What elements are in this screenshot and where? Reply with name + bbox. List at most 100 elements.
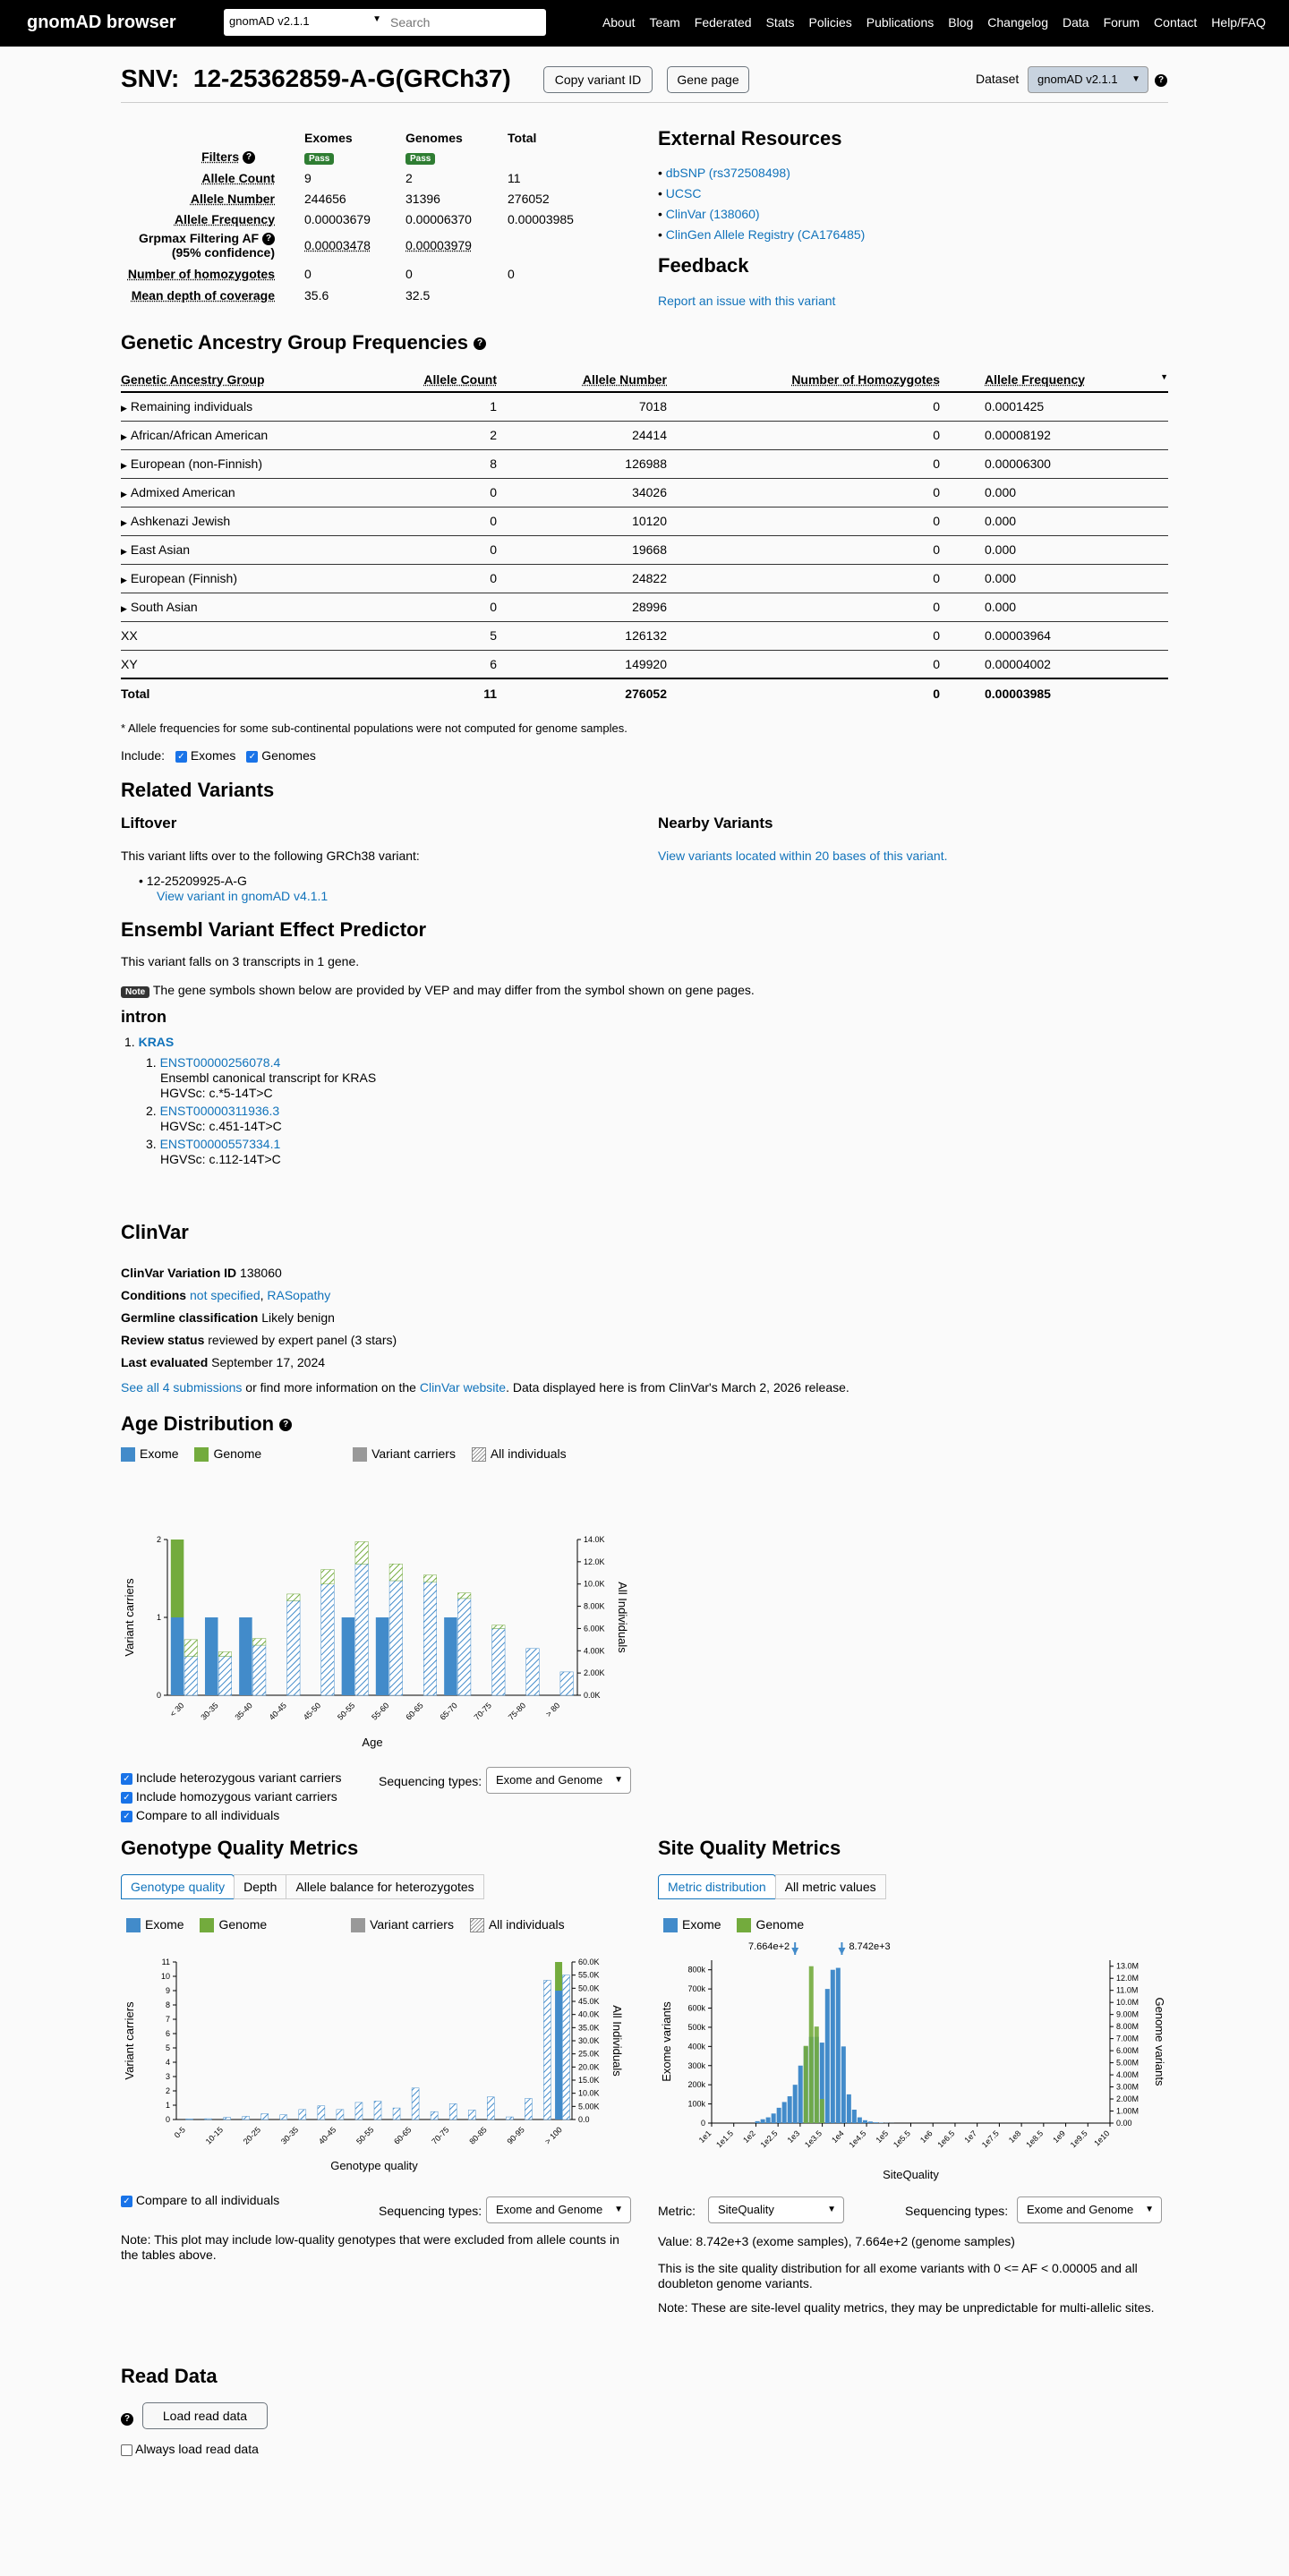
help-icon[interactable]: ? (243, 151, 255, 165)
expand-icon[interactable]: ▶ (121, 461, 127, 470)
cell-value: 0.000 (985, 514, 1017, 528)
include-genomes-checkbox[interactable]: ✓ (246, 750, 259, 763)
x-tick-label: 75-80 (507, 1701, 527, 1721)
tab-allele-balance[interactable]: Allele balance for heterozygotes (286, 1874, 484, 1899)
expand-icon[interactable]: ▶ (121, 547, 127, 556)
site-logo[interactable]: gnomAD browser (27, 13, 176, 32)
header-group[interactable]: Genetic Ancestry Group (121, 367, 354, 393)
gene-page-button[interactable]: Gene page (667, 66, 749, 93)
y-tick-label: 700k (687, 1984, 705, 1993)
nav-contact[interactable]: Contact (1154, 15, 1198, 30)
include-exomes-checkbox[interactable]: ✓ (175, 750, 187, 763)
expand-icon[interactable]: ▶ (121, 518, 127, 527)
help-icon[interactable]: ? (474, 337, 487, 351)
compare-all-checkbox[interactable]: ✓ (121, 1810, 132, 1822)
ucsc-link[interactable]: UCSC (665, 186, 702, 200)
exome-all-individuals-bar (543, 1980, 551, 2120)
transcript-link[interactable]: ENST00000311936.3 (159, 1104, 280, 1118)
nav-publications[interactable]: Publications (866, 15, 935, 30)
always-load: Always load read data (121, 2442, 259, 2456)
expand-icon[interactable]: ▶ (121, 404, 127, 414)
table-row[interactable]: ▶ Ashkenazi Jewish 0 10120 0 0.000 (121, 507, 1168, 536)
help-icon[interactable]: ? (1155, 73, 1167, 88)
x-axis-label: SiteQuality (883, 2168, 939, 2181)
tab-all-metric-values[interactable]: All metric values (774, 1874, 886, 1899)
include-hom-checkbox[interactable]: ✓ (121, 1791, 132, 1804)
x-tick-label: 80-85 (467, 2125, 488, 2145)
y2-tick-label: 20.0K (578, 2062, 600, 2071)
table-row[interactable]: ▶ Admixed American 0 34026 0 0.000 (121, 478, 1168, 508)
clinvar-link[interactable]: ClinVar (138060) (665, 207, 760, 221)
always-load-checkbox[interactable] (121, 2444, 132, 2456)
condition-link[interactable]: RASopathy (267, 1288, 331, 1302)
table-row[interactable]: ▶ East Asian 0 19668 0 0.000 (121, 535, 1168, 565)
search-input[interactable] (390, 12, 541, 33)
dbsnp-link[interactable]: dbSNP (rs372508498) (665, 166, 790, 180)
cell-af: 0.000 (940, 478, 1168, 508)
help-icon[interactable]: ? (121, 2411, 133, 2427)
tab-depth[interactable]: Depth (234, 1874, 287, 1899)
metric-select[interactable]: SiteQuality ▼ (708, 2196, 844, 2223)
nav-team[interactable]: Team (649, 15, 680, 30)
y2-tick-label: 10.0M (1116, 1998, 1139, 2007)
dataset-select[interactable]: gnomAD v2.1.1 ▼ (229, 14, 381, 28)
gq-sequencing-select[interactable]: Exome and Genome ▼ (486, 2196, 631, 2223)
liftover-link[interactable]: View variant in gnomAD v4.1.1 (157, 889, 329, 903)
x-tick-label: 1e1 (697, 2128, 713, 2145)
compare-all-checkbox[interactable]: ✓ (121, 2195, 132, 2207)
genome-all-individuals-bar (388, 1564, 403, 1582)
expand-icon[interactable]: ▶ (121, 490, 127, 499)
header-homozygotes[interactable]: Number of Homozygotes (667, 367, 940, 393)
nav-help[interactable]: Help/FAQ (1211, 15, 1266, 30)
transcript-link[interactable]: ENST00000557334.1 (159, 1137, 281, 1151)
nearby-variants-link[interactable]: View variants located within 20 bases of… (658, 849, 948, 863)
nav-blog[interactable]: Blog (948, 15, 974, 30)
load-read-data-button[interactable]: Load read data (142, 2402, 268, 2429)
tab-metric-distribution[interactable]: Metric distribution (658, 1874, 776, 1899)
nav-data[interactable]: Data (1063, 15, 1089, 30)
exome-all-individuals-bar (354, 1564, 369, 1696)
include-het-checkbox[interactable]: ✓ (121, 1772, 132, 1785)
copy-variant-id-button[interactable]: Copy variant ID (543, 66, 653, 93)
nav-forum[interactable]: Forum (1103, 15, 1140, 30)
nav-stats[interactable]: Stats (765, 15, 795, 30)
nav-about[interactable]: About (602, 15, 636, 30)
nav-federated[interactable]: Federated (694, 15, 752, 30)
age-sequencing-select[interactable]: Exome and Genome ▼ (486, 1767, 631, 1794)
table-row[interactable]: ▶ Remaining individuals 1 7018 0 0.0001425 (121, 392, 1168, 422)
y2-tick-label: 5.00M (1116, 2059, 1139, 2068)
y-axis-label: Exome variants (660, 2001, 673, 2082)
genome-all-individuals-bar (252, 1638, 267, 1646)
sq-sequencing-select[interactable]: Exome and Genome ▼ (1017, 2196, 1162, 2223)
header-allele-frequency[interactable]: Allele Frequency ▼ (940, 367, 1168, 393)
clinvar-website-link[interactable]: ClinVar website (419, 1380, 507, 1395)
cell-value: South Asian (130, 600, 198, 614)
exome-carrier-bar (204, 1617, 218, 1695)
gene-link[interactable]: KRAS (138, 1035, 175, 1049)
table-row[interactable]: ▶ South Asian 0 28996 0 0.000 (121, 593, 1168, 622)
condition-link[interactable]: not specified (190, 1288, 260, 1302)
dataset-selector[interactable]: gnomAD v2.1.1 ▼ (1028, 66, 1148, 93)
expand-icon[interactable]: ▶ (121, 576, 127, 584)
expand-icon[interactable]: ▶ (121, 432, 127, 441)
help-icon[interactable]: ? (279, 1419, 293, 1432)
header-allele-count[interactable]: Allele Count (354, 367, 497, 393)
exome-all-individuals-bar (467, 2110, 476, 2120)
clingen-link[interactable]: ClinGen Allele Registry (CA176485) (665, 227, 866, 242)
site-quality-title: Site Quality Metrics (658, 1837, 841, 1859)
nav-policies[interactable]: Policies (808, 15, 852, 30)
exome-all-individuals-bar (184, 1656, 198, 1696)
tab-genotype-quality[interactable]: Genotype quality (121, 1874, 235, 1899)
genome-bar (819, 2099, 824, 2123)
report-issue-link[interactable]: Report an issue with this variant (658, 294, 836, 308)
table-row[interactable]: ▶ European (Finnish) 0 24822 0 0.000 (121, 564, 1168, 593)
transcript-link[interactable]: ENST00000256078.4 (159, 1055, 281, 1070)
table-row[interactable]: ▶ European (non-Finnish) 8 126988 0 0.0000630… (121, 449, 1168, 479)
table-row[interactable]: ▶ African/African American 2 24414 0 0.000081… (121, 421, 1168, 450)
nav-changelog[interactable]: Changelog (987, 15, 1049, 30)
expand-icon[interactable]: ▶ (121, 604, 127, 613)
header-allele-number[interactable]: Allele Number (497, 367, 667, 393)
x-tick-label: 1e7 (962, 2128, 978, 2145)
help-icon[interactable]: ? (262, 233, 275, 246)
see-submissions-link[interactable]: See all 4 submissions (121, 1380, 243, 1395)
